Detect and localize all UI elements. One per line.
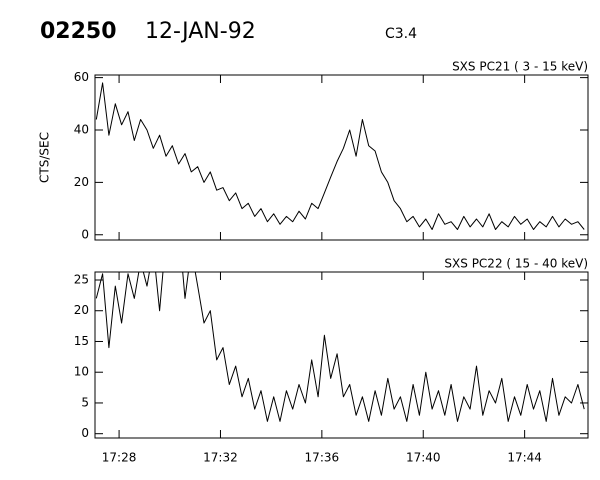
data-line (95, 272, 585, 422)
axis-frame (94, 74, 589, 241)
y-tick-label: 25 (74, 272, 89, 286)
flare-class: C3.4 (385, 26, 417, 42)
y-tick-label: 20 (74, 303, 89, 317)
y-tick-label: 10 (74, 365, 89, 379)
panel-title: SXS PC22 ( 15 - 40 keV) (444, 257, 588, 271)
y-tick-label: 0 (81, 426, 89, 440)
x-tick-label: 17:36 (305, 451, 340, 465)
y-tick-label: 40 (74, 123, 89, 137)
event-date: 12-JAN-92 (145, 19, 256, 44)
y-tick-label: 0 (81, 227, 89, 241)
x-tick-label: 17:44 (507, 451, 542, 465)
x-tick-label: 17:28 (102, 451, 137, 465)
plot-area (95, 272, 585, 422)
panel-title: SXS PC21 ( 3 - 15 keV) (452, 60, 588, 74)
axis-frame (94, 271, 589, 439)
x-tick-label: 17:32 (203, 451, 238, 465)
plot-area (95, 82, 585, 230)
y-tick-label: 60 (74, 70, 89, 84)
y-tick-label: 5 (81, 395, 89, 409)
x-tick-label: 17:40 (406, 451, 441, 465)
event-id: 02250 (40, 19, 117, 44)
y-tick-label: 15 (74, 334, 89, 348)
y-tick-label: 20 (74, 175, 89, 189)
y-axis-label: CTS/SEC (38, 132, 52, 183)
data-line (95, 82, 585, 230)
